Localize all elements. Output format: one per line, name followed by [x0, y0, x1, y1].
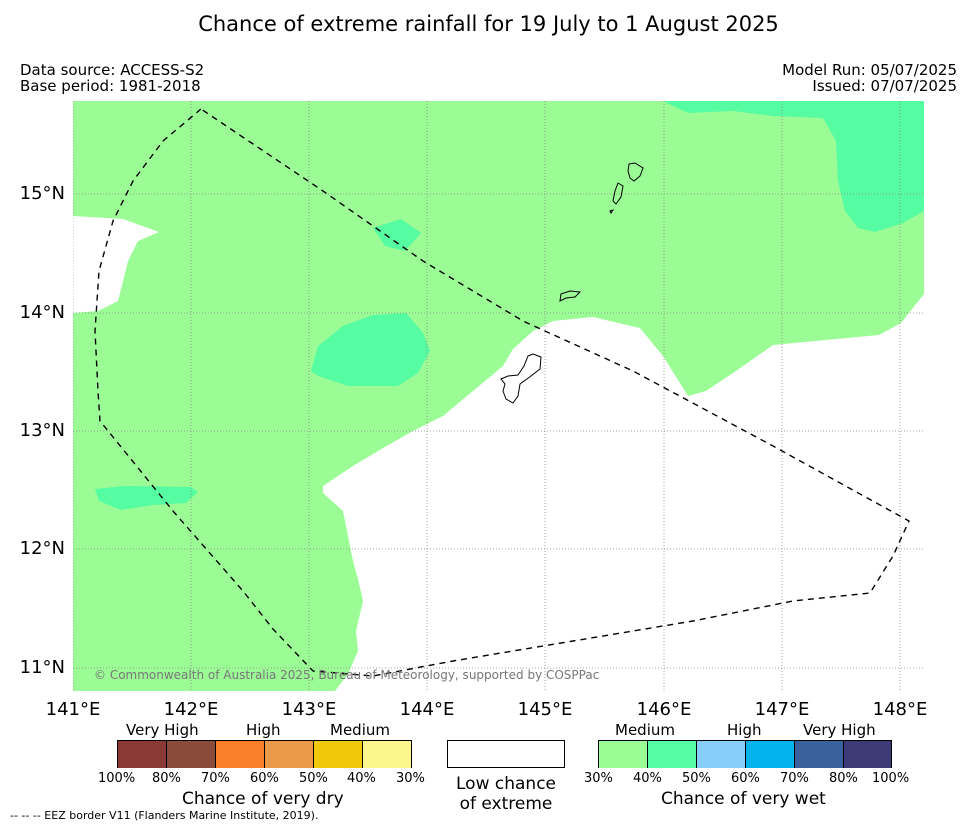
lon-label-141e: 141°E — [45, 699, 101, 720]
low-chance-line1: Low chance — [456, 774, 556, 794]
low-chance-label: Low chance of extreme — [447, 774, 565, 814]
lon-label-142e: 142°E — [163, 699, 219, 720]
wet-swatch-70-80 — [795, 741, 844, 768]
lat-label-15n: 15°N — [19, 183, 65, 204]
wet-swatch-40-50 — [648, 741, 697, 768]
low-chance-region-southeast — [323, 294, 924, 691]
wet-swatch-80-100 — [844, 741, 891, 768]
dry-swatch-40-30 — [363, 741, 411, 768]
low-chance-region-west — [73, 216, 159, 313]
lon-label-147e: 147°E — [754, 699, 810, 720]
meta-right: Model Run: 05/07/2025 Issued: 07/07/2025 — [782, 62, 957, 94]
copyright-text: © Commonwealth of Australia 2025, Bureau… — [94, 668, 600, 682]
wet-cat-high: High — [727, 721, 762, 739]
wet-colorbar — [598, 740, 892, 768]
map-canvas — [73, 101, 924, 691]
island-rota-icon — [559, 290, 582, 302]
model-run: Model Run: 05/07/2025 — [782, 61, 957, 79]
wet-tick-30: 30% — [584, 771, 613, 786]
eez-border-note: -- -- -- EEZ border V11 (Flanders Marine… — [10, 809, 319, 822]
dry-swatch-50-40 — [314, 741, 363, 768]
dry-tick-80: 80% — [152, 771, 181, 786]
wet-swatch-50-60 — [697, 741, 746, 768]
wet-tick-70: 70% — [780, 771, 809, 786]
wet-swatch-30-40 — [599, 741, 648, 768]
gridlines — [73, 101, 924, 691]
lon-label-144e: 144°E — [399, 699, 455, 720]
map-panel[interactable] — [73, 101, 924, 691]
island-small-icon — [609, 209, 615, 214]
lat-label-13n: 13°N — [19, 420, 65, 441]
dry-colorbar-title: Chance of very dry — [182, 789, 344, 809]
dry-swatch-100-80 — [118, 741, 167, 768]
wet-swatch-60-70 — [746, 741, 795, 768]
lon-label-148e: 148°E — [872, 699, 928, 720]
wet-tick-60: 60% — [731, 771, 760, 786]
lat-label-12n: 12°N — [19, 538, 65, 559]
lat-label-14n: 14°N — [19, 302, 65, 323]
high-chance-region-central — [311, 313, 430, 386]
dry-cat-high: High — [246, 721, 281, 739]
lon-label-146e: 146°E — [636, 699, 692, 720]
wet-tick-80: 80% — [829, 771, 858, 786]
lon-label-145e: 145°E — [517, 699, 573, 720]
eez-border — [94, 108, 910, 677]
dry-cat-medium: Medium — [330, 721, 390, 739]
base-period: Base period: 1981-2018 — [20, 77, 201, 95]
dry-swatch-60-50 — [265, 741, 314, 768]
wet-colorbar-title: Chance of very wet — [661, 789, 826, 809]
dry-tick-50: 50% — [299, 771, 328, 786]
dry-swatch-80-70 — [167, 741, 216, 768]
low-chance-swatch — [447, 740, 565, 768]
high-chance-region-northeast — [663, 101, 924, 232]
high-chance-region-north — [373, 219, 421, 251]
dry-colorbar — [117, 740, 412, 768]
data-source: Data source: ACCESS-S2 — [20, 61, 205, 79]
wet-cat-medium: Medium — [615, 721, 675, 739]
wet-tick-50: 50% — [682, 771, 711, 786]
dry-tick-40: 40% — [347, 771, 376, 786]
issued-date: Issued: 07/07/2025 — [812, 77, 957, 95]
lon-label-143e: 143°E — [281, 699, 337, 720]
dry-tick-30: 30% — [396, 771, 425, 786]
wet-tick-100: 100% — [872, 771, 910, 786]
wet-cat-very-high: Very High — [803, 721, 876, 739]
low-chance-line2: of extreme — [459, 794, 553, 814]
dry-swatch-70-60 — [216, 741, 265, 768]
dry-cat-very-high: Very High — [126, 721, 199, 739]
lat-label-11n: 11°N — [19, 657, 65, 678]
meta-left: Data source: ACCESS-S2 Base period: 1981… — [20, 62, 204, 94]
dry-tick-60: 60% — [250, 771, 279, 786]
islands — [500, 162, 644, 404]
high-chance-region-southwest — [95, 486, 198, 510]
island-guam-icon — [500, 353, 542, 404]
island-anatahan-icon — [627, 162, 644, 182]
dry-tick-70: 70% — [201, 771, 230, 786]
wet-tick-40: 40% — [633, 771, 662, 786]
island-sarigan-icon — [612, 182, 624, 205]
page-title: Chance of extreme rainfall for 19 July t… — [198, 12, 779, 36]
dry-tick-100: 100% — [98, 771, 136, 786]
